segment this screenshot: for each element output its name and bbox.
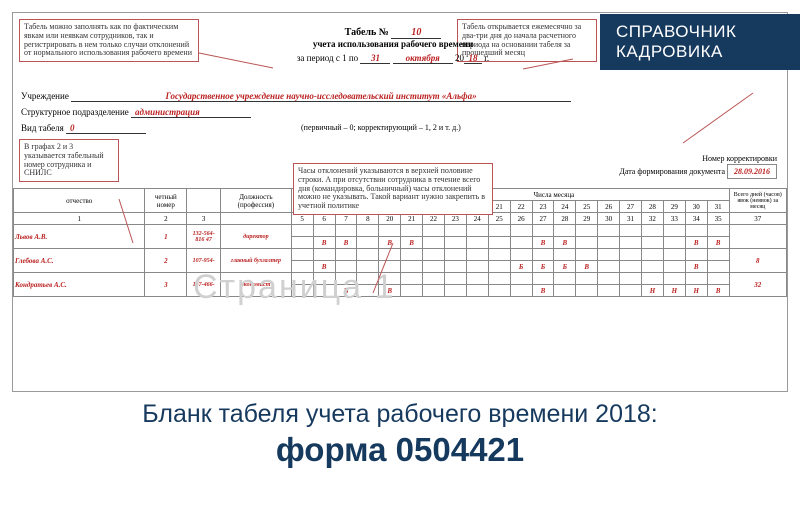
type-note: (первичный – 0; корректирующий – 1, 2 и … <box>301 123 461 132</box>
callout-left-mid: В графах 2 и 3 указывается табельный ном… <box>19 139 119 182</box>
org-value: Государственное учреждение научно-исслед… <box>71 91 571 102</box>
period-prefix: за период с 1 по <box>297 53 358 63</box>
callout-center: Часы отклонений указываются в верхней по… <box>293 163 493 215</box>
timesheet-grid: отчествочетный номерДолжность (профессия… <box>13 188 787 391</box>
title-label: Табель № <box>345 27 389 38</box>
caption: Бланк табеля учета рабочего времени 2018… <box>0 400 800 469</box>
logo-line1: СПРАВОЧНИК <box>616 22 736 42</box>
period-month: октября <box>393 53 453 64</box>
caption-line1: Бланк табеля учета рабочего времени 2018… <box>0 400 800 429</box>
period-day: 31 <box>360 53 390 64</box>
corr-date: 28.09.2016 <box>727 164 777 179</box>
corr-label1: Номер корректировки <box>619 153 777 164</box>
correction-box: Номер корректировки Дата формирования до… <box>619 153 777 179</box>
dept-value: администрация <box>131 107 251 118</box>
corr-label2: Дата формирования документа <box>619 167 725 176</box>
type-value: 0 <box>66 123 146 134</box>
logo-line2: КАДРОВИКА <box>616 42 723 62</box>
year-suffix: 18 <box>464 53 482 64</box>
type-label: Вид табеля <box>21 123 64 133</box>
brand-logo: СПРАВОЧНИК КАДРОВИКА <box>600 14 800 70</box>
dept-label: Структурное подразделение <box>21 107 129 117</box>
org-label: Учреждение <box>21 91 69 101</box>
year-prefix: 20 <box>455 53 464 63</box>
title-number: 10 <box>391 27 441 39</box>
title-block: Табель № 10 учета использования рабочего… <box>263 27 523 64</box>
callout-top-left: Табель можно заполнять как по фактически… <box>19 19 199 62</box>
title-sub: учета использования рабочего времени <box>263 39 523 49</box>
year-unit: г. <box>484 53 489 63</box>
caption-line2: форма 0504421 <box>0 431 800 469</box>
